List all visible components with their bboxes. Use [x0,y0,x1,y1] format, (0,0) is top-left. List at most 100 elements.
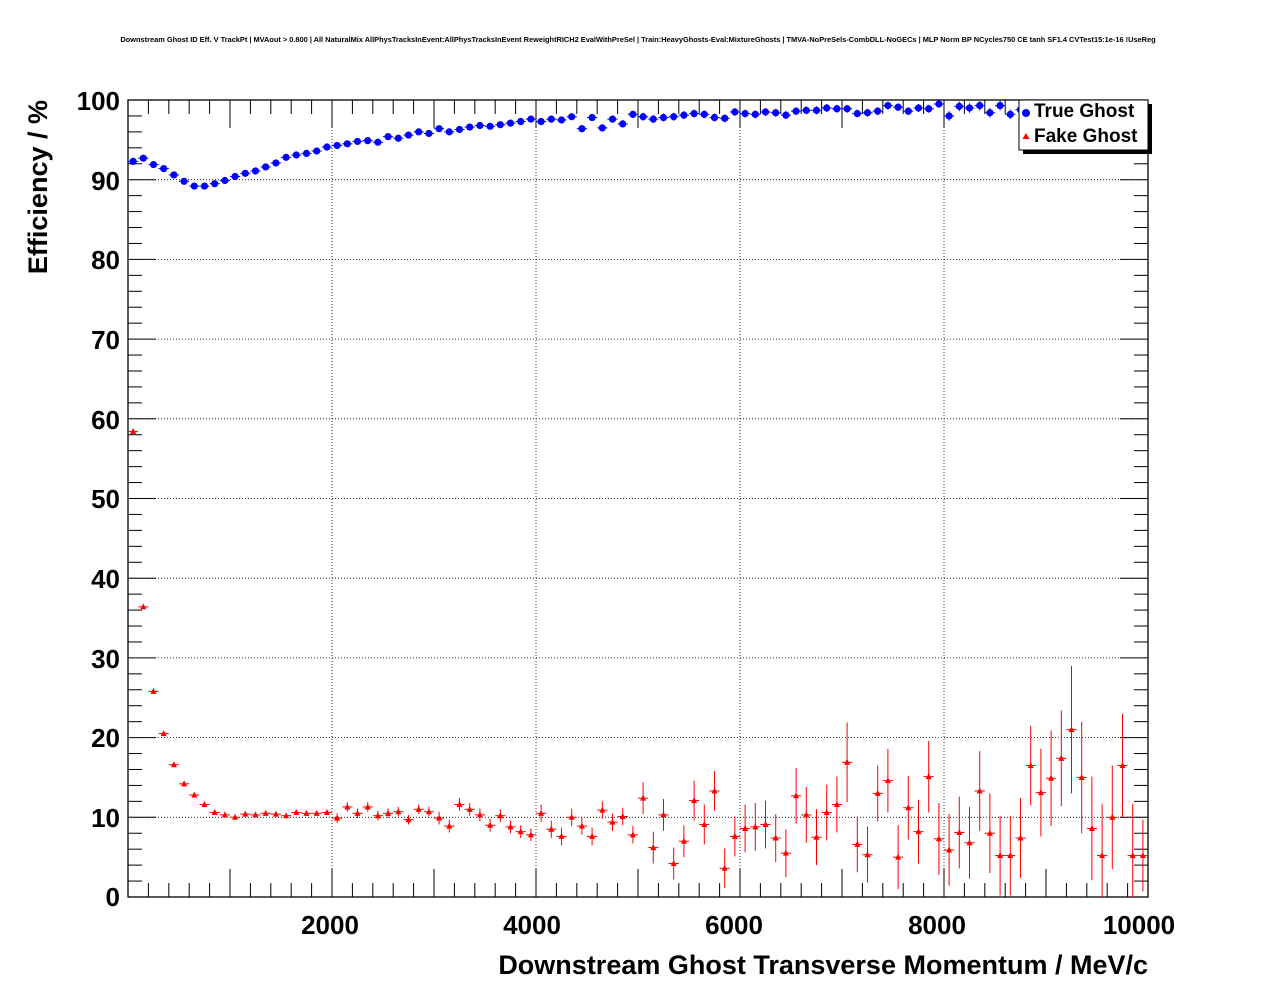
data-point [986,109,994,117]
data-point [802,106,810,114]
data-point [680,837,687,844]
data-point [211,809,218,816]
data-point [506,119,515,127]
data-point [700,110,708,118]
data-point [619,813,626,820]
data-point [782,111,790,119]
data-point [354,809,361,816]
data-point [793,792,800,799]
data-point [538,809,545,816]
data-point [344,803,351,810]
data-point [976,787,983,794]
data-point [772,834,779,841]
data-point [394,134,402,142]
data-point [507,823,514,830]
data-point [456,801,463,808]
data-point [282,153,290,161]
x-tick-label: 6000 [705,910,763,940]
data-point [864,851,871,858]
data-point [588,113,596,122]
data-point [955,102,963,110]
y-tick-label: 90 [91,166,120,196]
data-point [649,115,657,123]
data-point [741,109,749,118]
data-point [670,860,677,867]
data-point [731,832,738,839]
data-point [323,143,331,151]
data-point [527,831,534,838]
data-point [833,105,841,113]
data-point [436,814,443,821]
data-point [894,103,902,111]
data-point [1037,789,1044,796]
data-point [201,801,208,808]
data-point [1027,761,1034,768]
data-point [374,138,382,146]
x-tick-label: 2000 [301,910,359,940]
data-point [976,101,984,110]
data-point [854,840,861,847]
data-point [639,113,647,121]
data-point [1048,774,1055,781]
data-point [772,109,780,117]
data-point [598,124,606,132]
x-tick-label: 10000 [1103,910,1175,940]
data-point [517,117,525,126]
data-point [925,773,932,780]
data-point [1068,726,1075,733]
data-point [160,164,168,173]
x-axis-label: Downstream Ghost Transverse Momentum / M… [498,950,1148,980]
data-point [181,780,188,787]
data-point [650,844,657,851]
data-point [568,113,576,121]
y-axis-label: Efficiency / % [23,100,53,274]
data-point [211,180,219,188]
data-point [1078,773,1085,780]
data-point [691,797,698,804]
data-point [170,171,178,179]
data-point [721,864,728,871]
data-point [487,821,494,828]
data-point [140,603,147,610]
y-tick-label: 60 [91,405,120,435]
data-point [446,822,453,829]
legend: True Ghost Fake Ghost [1018,99,1152,154]
data-point [578,125,586,133]
data-point [221,811,228,818]
data-point [364,803,371,810]
data-point [670,113,678,121]
data-point [812,106,821,114]
data-point [242,810,249,817]
data-point [231,172,239,181]
data-point [190,182,198,190]
data-point [435,125,443,133]
grid-lines [128,100,1148,897]
data-point [710,113,719,122]
data-point [843,105,851,113]
data-point [751,110,759,118]
data-point [914,104,923,112]
data-point [374,812,381,819]
data-point [701,820,708,827]
data-point [191,791,198,798]
data-point [731,108,739,116]
data-point [946,846,953,853]
data-point [833,801,840,808]
y-tick-label: 30 [91,644,120,674]
data-point [262,163,270,171]
data-point [262,809,269,816]
data-point [874,107,882,115]
data-point [609,818,616,825]
data-point [415,128,423,136]
data-point [935,100,943,108]
data-point [334,814,341,821]
legend-marker-fake-ghost [1022,133,1030,139]
data-point [1119,761,1126,768]
data-point [956,828,963,835]
data-point [752,823,759,830]
data-point [659,113,668,122]
data-point [844,758,851,765]
data-point [476,811,483,818]
y-tick-label: 0 [106,882,120,912]
data-point [200,182,209,190]
